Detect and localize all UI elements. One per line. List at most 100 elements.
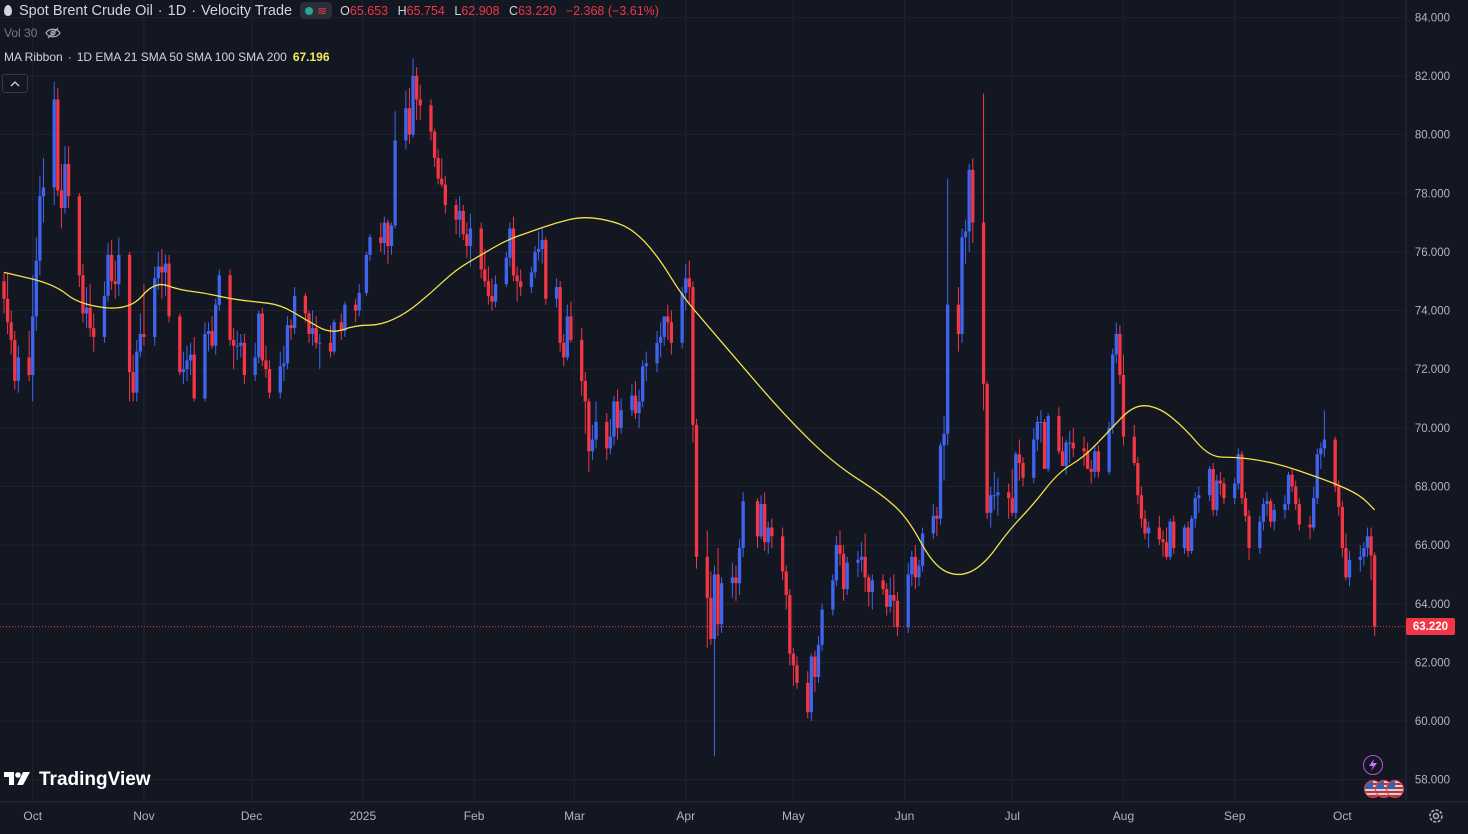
candle [938, 442, 943, 525]
ma-label[interactable]: MA Ribbon [4, 50, 63, 64]
candle [1046, 413, 1050, 472]
candle-body [612, 401, 616, 437]
events-flags[interactable] [1364, 780, 1408, 798]
collapse-legend-button[interactable] [2, 74, 28, 93]
candle-body [892, 594, 896, 601]
candle [1039, 410, 1043, 443]
candle-body [1365, 536, 1370, 549]
close-label: C [509, 3, 519, 18]
candle [160, 248, 164, 299]
x-tick-label: 2025 [349, 809, 376, 823]
candle [565, 304, 569, 361]
price-axis[interactable]: 58.000 60.000 62.000 64.000 66.000 68.000 70.0… [1415, 12, 1450, 786]
candle [730, 562, 735, 598]
tradingview-logo[interactable]: TradingView [4, 769, 151, 791]
candle-body [59, 190, 64, 208]
candle-body [88, 307, 92, 329]
candle-body [942, 433, 946, 446]
y-tick-label: 82.000 [1415, 71, 1450, 83]
candle-body [389, 225, 394, 247]
bolt-icon[interactable] [1363, 755, 1383, 775]
symbol-name[interactable]: Spot Brent Crude Oil [19, 2, 153, 19]
us-flag-icon[interactable] [1386, 780, 1404, 798]
candle-body [608, 436, 613, 449]
market-status-icon[interactable]: ≋ [300, 2, 333, 19]
candle-body [536, 248, 541, 252]
candle-body [633, 395, 638, 414]
candle [239, 333, 243, 358]
candle-body [1068, 442, 1072, 444]
candle [92, 313, 96, 352]
candle [1297, 498, 1301, 531]
ma-ribbon-line [3, 217, 1376, 576]
candle [687, 260, 691, 305]
candle-body [1211, 468, 1215, 510]
candle-body [594, 421, 598, 440]
ma-legend-row[interactable]: MA Ribbon · 1D EMA 21 SMA 50 SMA 100 SMA… [4, 50, 330, 64]
y-tick-label: 80.000 [1415, 130, 1450, 142]
candle-body [755, 501, 760, 537]
candle [138, 313, 142, 358]
candle-body [737, 548, 742, 584]
separator: · [157, 2, 163, 19]
candle [440, 158, 444, 188]
candle [981, 93, 986, 411]
volume-label[interactable]: Vol 30 [4, 26, 38, 40]
candle [389, 222, 394, 255]
candle-body [1272, 509, 1276, 522]
candle-body [353, 304, 358, 311]
candle-body [1207, 468, 1212, 496]
candle [386, 219, 390, 264]
candle [339, 313, 343, 340]
candle-body [989, 495, 993, 513]
candle-body [235, 345, 239, 347]
candle [1372, 552, 1377, 636]
volume-legend-row[interactable]: Vol 30 [4, 26, 62, 40]
candle-body [766, 527, 770, 543]
settings-icon[interactable] [1426, 806, 1446, 826]
candle-body [1322, 439, 1327, 449]
candle-body [809, 656, 813, 713]
time-axis[interactable]: Oct Nov Dec 2025 Feb Mar Apr May Jun Jul Aug Sep Oct [23, 809, 1352, 823]
candle-body [1294, 486, 1298, 505]
candle-body [106, 254, 110, 296]
candle [608, 419, 613, 455]
candle [63, 146, 67, 214]
candle [493, 275, 498, 308]
candle-body [1093, 451, 1097, 472]
candle [1136, 457, 1140, 505]
candle [106, 243, 110, 302]
candle-body [1064, 442, 1068, 466]
candle [956, 287, 961, 352]
candle [615, 389, 620, 440]
candle [52, 81, 56, 205]
candle-body [1071, 442, 1075, 449]
candle [465, 222, 469, 258]
candle [544, 237, 548, 305]
candle-body [458, 210, 462, 220]
candle-body [461, 210, 465, 235]
candle-body [1032, 439, 1036, 478]
candle-body [127, 254, 132, 373]
candle [712, 565, 717, 757]
candle-body [565, 316, 569, 358]
candle-body [5, 298, 10, 323]
y-tick-label: 70.000 [1415, 423, 1450, 435]
candle [942, 416, 946, 481]
candle [594, 401, 598, 449]
candle-body [382, 222, 386, 244]
y-tick-label: 60.000 [1415, 716, 1450, 728]
candle [1071, 427, 1075, 458]
candle-body [917, 565, 921, 578]
candle [587, 398, 591, 472]
change-value: −2.368 [565, 3, 605, 18]
candle [468, 213, 473, 267]
candle [881, 574, 885, 595]
eye-off-icon[interactable] [45, 27, 62, 39]
candle-body [432, 131, 437, 159]
interval-label[interactable]: 1D [167, 2, 187, 19]
symbol-legend-row[interactable]: Spot Brent Crude Oil · 1D · Velocity Tra… [4, 2, 659, 19]
candle [285, 316, 290, 370]
candle-body [1096, 451, 1101, 472]
